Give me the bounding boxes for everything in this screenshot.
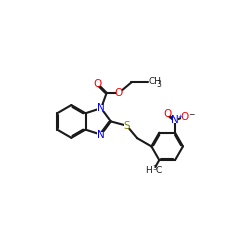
Text: H: H xyxy=(145,166,152,175)
Text: +: + xyxy=(178,114,183,119)
Text: N: N xyxy=(97,130,105,140)
FancyBboxPatch shape xyxy=(98,132,105,138)
Text: O: O xyxy=(115,88,123,98)
Text: C: C xyxy=(156,166,162,175)
Text: 3: 3 xyxy=(156,80,161,89)
Text: O: O xyxy=(163,109,172,119)
FancyBboxPatch shape xyxy=(116,90,122,96)
Text: O: O xyxy=(94,79,102,89)
FancyBboxPatch shape xyxy=(172,118,178,123)
Text: CH: CH xyxy=(149,78,162,86)
Text: 3: 3 xyxy=(153,165,158,171)
FancyBboxPatch shape xyxy=(181,114,188,119)
FancyBboxPatch shape xyxy=(124,123,130,128)
Text: N: N xyxy=(97,103,105,113)
Text: O: O xyxy=(180,112,188,122)
Text: S: S xyxy=(124,121,130,131)
Text: −: − xyxy=(188,110,195,120)
FancyBboxPatch shape xyxy=(95,81,100,86)
FancyBboxPatch shape xyxy=(98,105,105,111)
Text: N: N xyxy=(171,116,179,126)
FancyBboxPatch shape xyxy=(164,111,170,116)
